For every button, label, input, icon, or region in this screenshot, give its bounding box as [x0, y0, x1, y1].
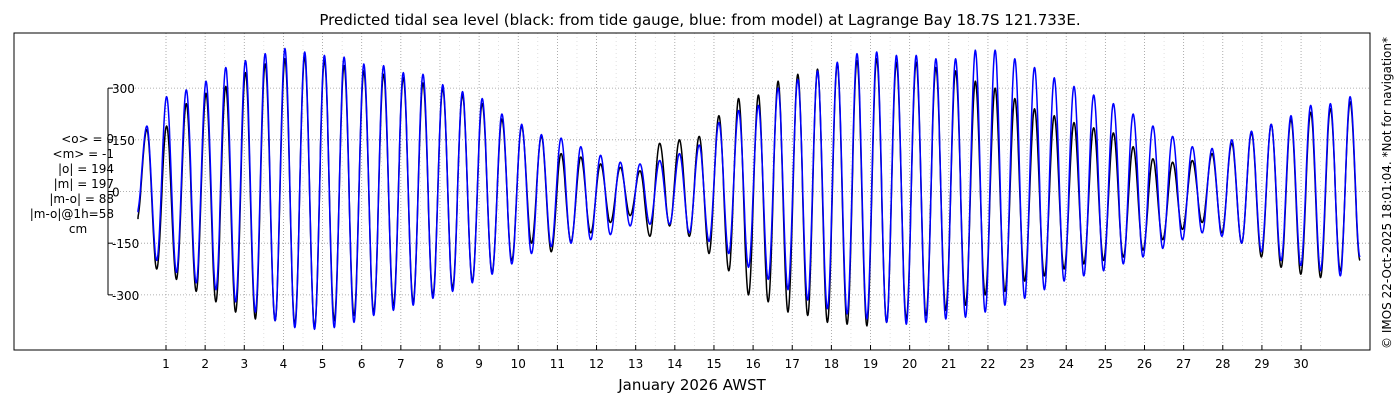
y-tick-label: -150: [112, 237, 139, 251]
x-tick-label: 5: [319, 357, 327, 371]
x-tick-label: 4: [280, 357, 288, 371]
x-tick-label: 3: [240, 357, 248, 371]
x-tick-label: 1: [162, 357, 170, 371]
stat-mean-observed: <o> = 0: [61, 132, 114, 146]
y-tick-label: 150: [112, 134, 135, 148]
stat-abs-diff: |m-o| = 88: [49, 192, 114, 206]
x-tick-label: 6: [358, 357, 366, 371]
series-line-model: [137, 47, 1361, 331]
x-tick-label: 17: [785, 357, 800, 371]
x-tick-label: 15: [706, 357, 721, 371]
series-layer: [137, 47, 1361, 331]
x-tick-label: 14: [667, 357, 682, 371]
y-tick-label: -300: [112, 289, 139, 303]
x-tick-label: 12: [589, 357, 604, 371]
stat-abs-model: |m| = 197: [53, 177, 114, 191]
x-tick-label: 24: [1059, 357, 1074, 371]
plot-frame: [13, 32, 1371, 351]
y-tick-label: 300: [112, 82, 135, 96]
y-axis: -300 -150 0 150 300: [107, 82, 139, 303]
x-tick-label: 27: [1176, 357, 1191, 371]
x-tick-label: 23: [1019, 357, 1034, 371]
stat-mean-model: <m> = -1: [52, 147, 114, 161]
x-tick-label: 28: [1215, 357, 1230, 371]
x-tick-label: 19: [863, 357, 878, 371]
x-tick-label: 21: [941, 357, 956, 371]
x-tick-label: 13: [628, 357, 643, 371]
x-tick-label: 22: [980, 357, 995, 371]
x-tick-label: 10: [511, 357, 526, 371]
x-tick-label: 2: [201, 357, 209, 371]
x-tick-label: 25: [1098, 357, 1113, 371]
x-tick-label: 16: [745, 357, 760, 371]
x-tick-label: 9: [475, 357, 483, 371]
x-tick-label: 11: [550, 357, 565, 371]
y-tick-label: 0: [112, 186, 120, 200]
x-tick-label: 26: [1137, 357, 1152, 371]
x-tick-label: 8: [436, 357, 444, 371]
x-tick-label: 29: [1254, 357, 1269, 371]
stat-unit: cm: [68, 222, 88, 236]
x-tick-label: 7: [397, 357, 405, 371]
x-axis-label: January 2026 AWST: [617, 376, 766, 394]
x-tick-label: 30: [1293, 357, 1308, 371]
stats-panel: <o> = 0 <m> = -1 |o| = 194 |m| = 197 |m-…: [2, 132, 114, 237]
chart-title: Predicted tidal sea level (black: from t…: [319, 11, 1080, 29]
x-tick-label: 18: [824, 357, 839, 371]
stat-abs-observed: |o| = 194: [57, 162, 114, 176]
stat-abs-diff-1h: |m-o|@1h=58: [29, 207, 114, 221]
x-tick-label: 20: [902, 357, 917, 371]
x-axis: 1 2 3 4 5 6 7 8 9 10 11 12 13 14 15 16 17 18 19 20 21 22 23 24 2…: [162, 345, 1309, 371]
copyright-text: © IMOS 22-Oct-2025 18:01:04. *Not for na…: [1380, 37, 1394, 349]
